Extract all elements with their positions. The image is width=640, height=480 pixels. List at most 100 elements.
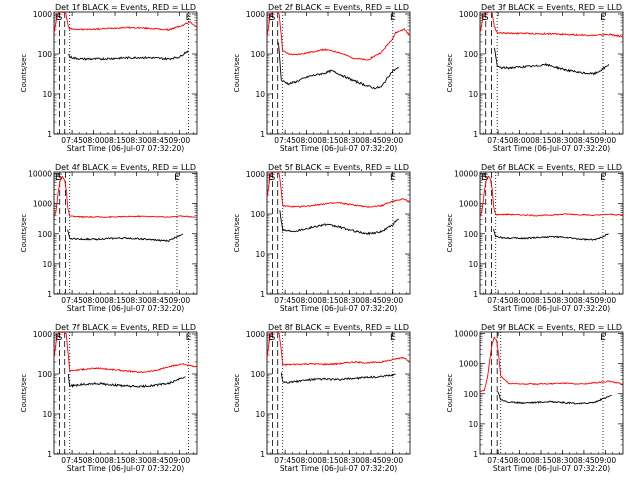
plot-frame: [479, 171, 624, 295]
panel-7: Det 7f BLACK = Events, RED = LLD 1 10 100 10…: [20, 323, 198, 473]
y-axis-label: Counts/sec: [446, 54, 454, 93]
marker-label: S: [270, 333, 276, 343]
x-tick-label: 08:15: [104, 136, 126, 145]
y-tick-label: 10: [42, 90, 52, 99]
y-tick-label: 100: [38, 50, 53, 59]
marker-label: E: [55, 333, 61, 343]
x-tick-label: 08:00: [509, 456, 531, 465]
y-axis-label: Counts/sec: [20, 214, 28, 253]
marker-label: E: [600, 173, 606, 183]
marker-label: S: [483, 173, 489, 183]
y-axis-label: Counts/sec: [20, 374, 28, 413]
x-tick-label: 08:45: [360, 136, 382, 145]
x-tick-label: 09:00: [595, 456, 617, 465]
y-tick-label: 1000: [33, 200, 52, 209]
panel-3: Det 3f BLACK = Events, RED = LLD 1 10 100 10…: [446, 3, 624, 153]
y-tick-label: 1000: [459, 10, 478, 19]
x-tick-label: 08:30: [552, 296, 574, 305]
marker-label: E: [481, 173, 487, 183]
y-tick-label: 1: [47, 450, 52, 459]
y-tick-label: 100: [464, 50, 479, 59]
x-tick-label: 08:15: [530, 456, 552, 465]
x-tick-label: 07:45: [487, 296, 509, 305]
x-tick-label: 07:45: [487, 456, 509, 465]
events-series-line: [279, 210, 399, 236]
marker-label: E: [390, 13, 396, 23]
y-tick-label: 100: [464, 390, 479, 399]
x-tick-label: 07:45: [487, 136, 509, 145]
panel-8: Det 8f BLACK = Events, RED = LLD 1 10 100 10…: [233, 323, 411, 473]
x-tick-label: 08:45: [360, 456, 382, 465]
y-tick-label: 10: [468, 90, 478, 99]
lld-series-line: [267, 172, 410, 208]
plot-frame: [479, 11, 624, 135]
x-tick-label: 08:45: [360, 296, 382, 305]
x-tick-label: 08:45: [573, 296, 595, 305]
x-tick-label: 09:00: [169, 456, 191, 465]
x-tick-label: 08:30: [126, 136, 148, 145]
x-tick-label: 08:15: [317, 296, 339, 305]
x-tick-label: 07:45: [61, 296, 83, 305]
marker-label: E: [55, 173, 61, 183]
panel-title: Det 9f BLACK = Events, RED = LLD: [481, 323, 622, 332]
y-tick-label: 10: [468, 260, 478, 269]
x-tick-label: 07:45: [61, 456, 83, 465]
plot-frame: [266, 11, 411, 135]
y-tick-label: 1: [473, 450, 478, 459]
panel-4: Det 4f BLACK = Events, RED = LLD 1 10 100 10…: [20, 163, 198, 313]
panel-title: Det 4f BLACK = Events, RED = LLD: [55, 163, 196, 172]
panel-title: Det 6f BLACK = Events, RED = LLD: [481, 163, 622, 172]
x-tick-label: 08:30: [126, 296, 148, 305]
panel-title: Det 7f BLACK = Events, RED = LLD: [55, 323, 196, 332]
marker-label: E: [390, 173, 396, 183]
x-tick-label: 08:15: [530, 136, 552, 145]
y-tick-label: 1000: [459, 200, 478, 209]
x-tick-label: 09:00: [382, 456, 404, 465]
panel-title: Det 3f BLACK = Events, RED = LLD: [481, 3, 622, 12]
y-tick-label: 100: [38, 370, 53, 379]
x-tick-label: 09:00: [169, 136, 191, 145]
x-tick-label: 08:15: [317, 456, 339, 465]
y-tick-label: 1: [260, 450, 265, 459]
x-tick-label: 07:45: [61, 136, 83, 145]
marker-label: S: [483, 13, 489, 23]
y-tick-label: 10000: [454, 330, 478, 339]
y-tick-label: 1000: [246, 330, 265, 339]
x-axis-label: Start Time (06-Jul-07 07:32:20): [67, 144, 184, 153]
x-tick-label: 08:30: [339, 456, 361, 465]
marker-label: E: [268, 333, 274, 343]
plot-frame: [53, 331, 198, 455]
y-tick-label: 1000: [246, 170, 265, 179]
events-series-line: [493, 229, 609, 241]
y-tick-label: 10: [255, 410, 265, 419]
x-axis-label: Start Time (06-Jul-07 07:32:20): [67, 304, 184, 313]
y-axis-label: Counts/sec: [233, 54, 241, 93]
y-tick-label: 1: [260, 290, 265, 299]
x-tick-label: 08:15: [104, 296, 126, 305]
x-tick-label: 08:00: [83, 136, 105, 145]
x-tick-label: 09:00: [169, 296, 191, 305]
marker-label: S: [57, 173, 63, 183]
events-series-line: [67, 373, 186, 389]
x-axis-label: Start Time (06-Jul-07 07:32:20): [280, 304, 397, 313]
y-tick-label: 10000: [454, 170, 478, 179]
panel-1: Det 1f BLACK = Events, RED = LLD 1 10 100 10…: [20, 3, 198, 153]
panel-title: Det 8f BLACK = Events, RED = LLD: [268, 323, 409, 332]
marker-label: E: [55, 13, 61, 23]
x-tick-label: 08:15: [530, 296, 552, 305]
panel-title: Det 5f BLACK = Events, RED = LLD: [268, 163, 409, 172]
marker-label: S: [270, 173, 276, 183]
panel-2: Det 2f BLACK = Events, RED = LLD 1 10 100 10…: [233, 3, 411, 153]
lld-series-line: [54, 176, 197, 219]
y-tick-label: 100: [251, 50, 266, 59]
lld-series-line: [54, 332, 197, 374]
x-tick-label: 07:45: [274, 456, 296, 465]
x-tick-label: 08:45: [147, 136, 169, 145]
x-tick-label: 08:30: [339, 296, 361, 305]
y-tick-label: 1: [47, 290, 52, 299]
y-axis-label: Counts/sec: [446, 214, 454, 253]
panel-9: Det 9f BLACK = Events, RED = LLD 1 10 100 10…: [446, 323, 624, 473]
lld-series-line: [267, 332, 410, 366]
x-tick-label: 08:45: [147, 296, 169, 305]
y-axis-label: Counts/sec: [446, 374, 454, 413]
